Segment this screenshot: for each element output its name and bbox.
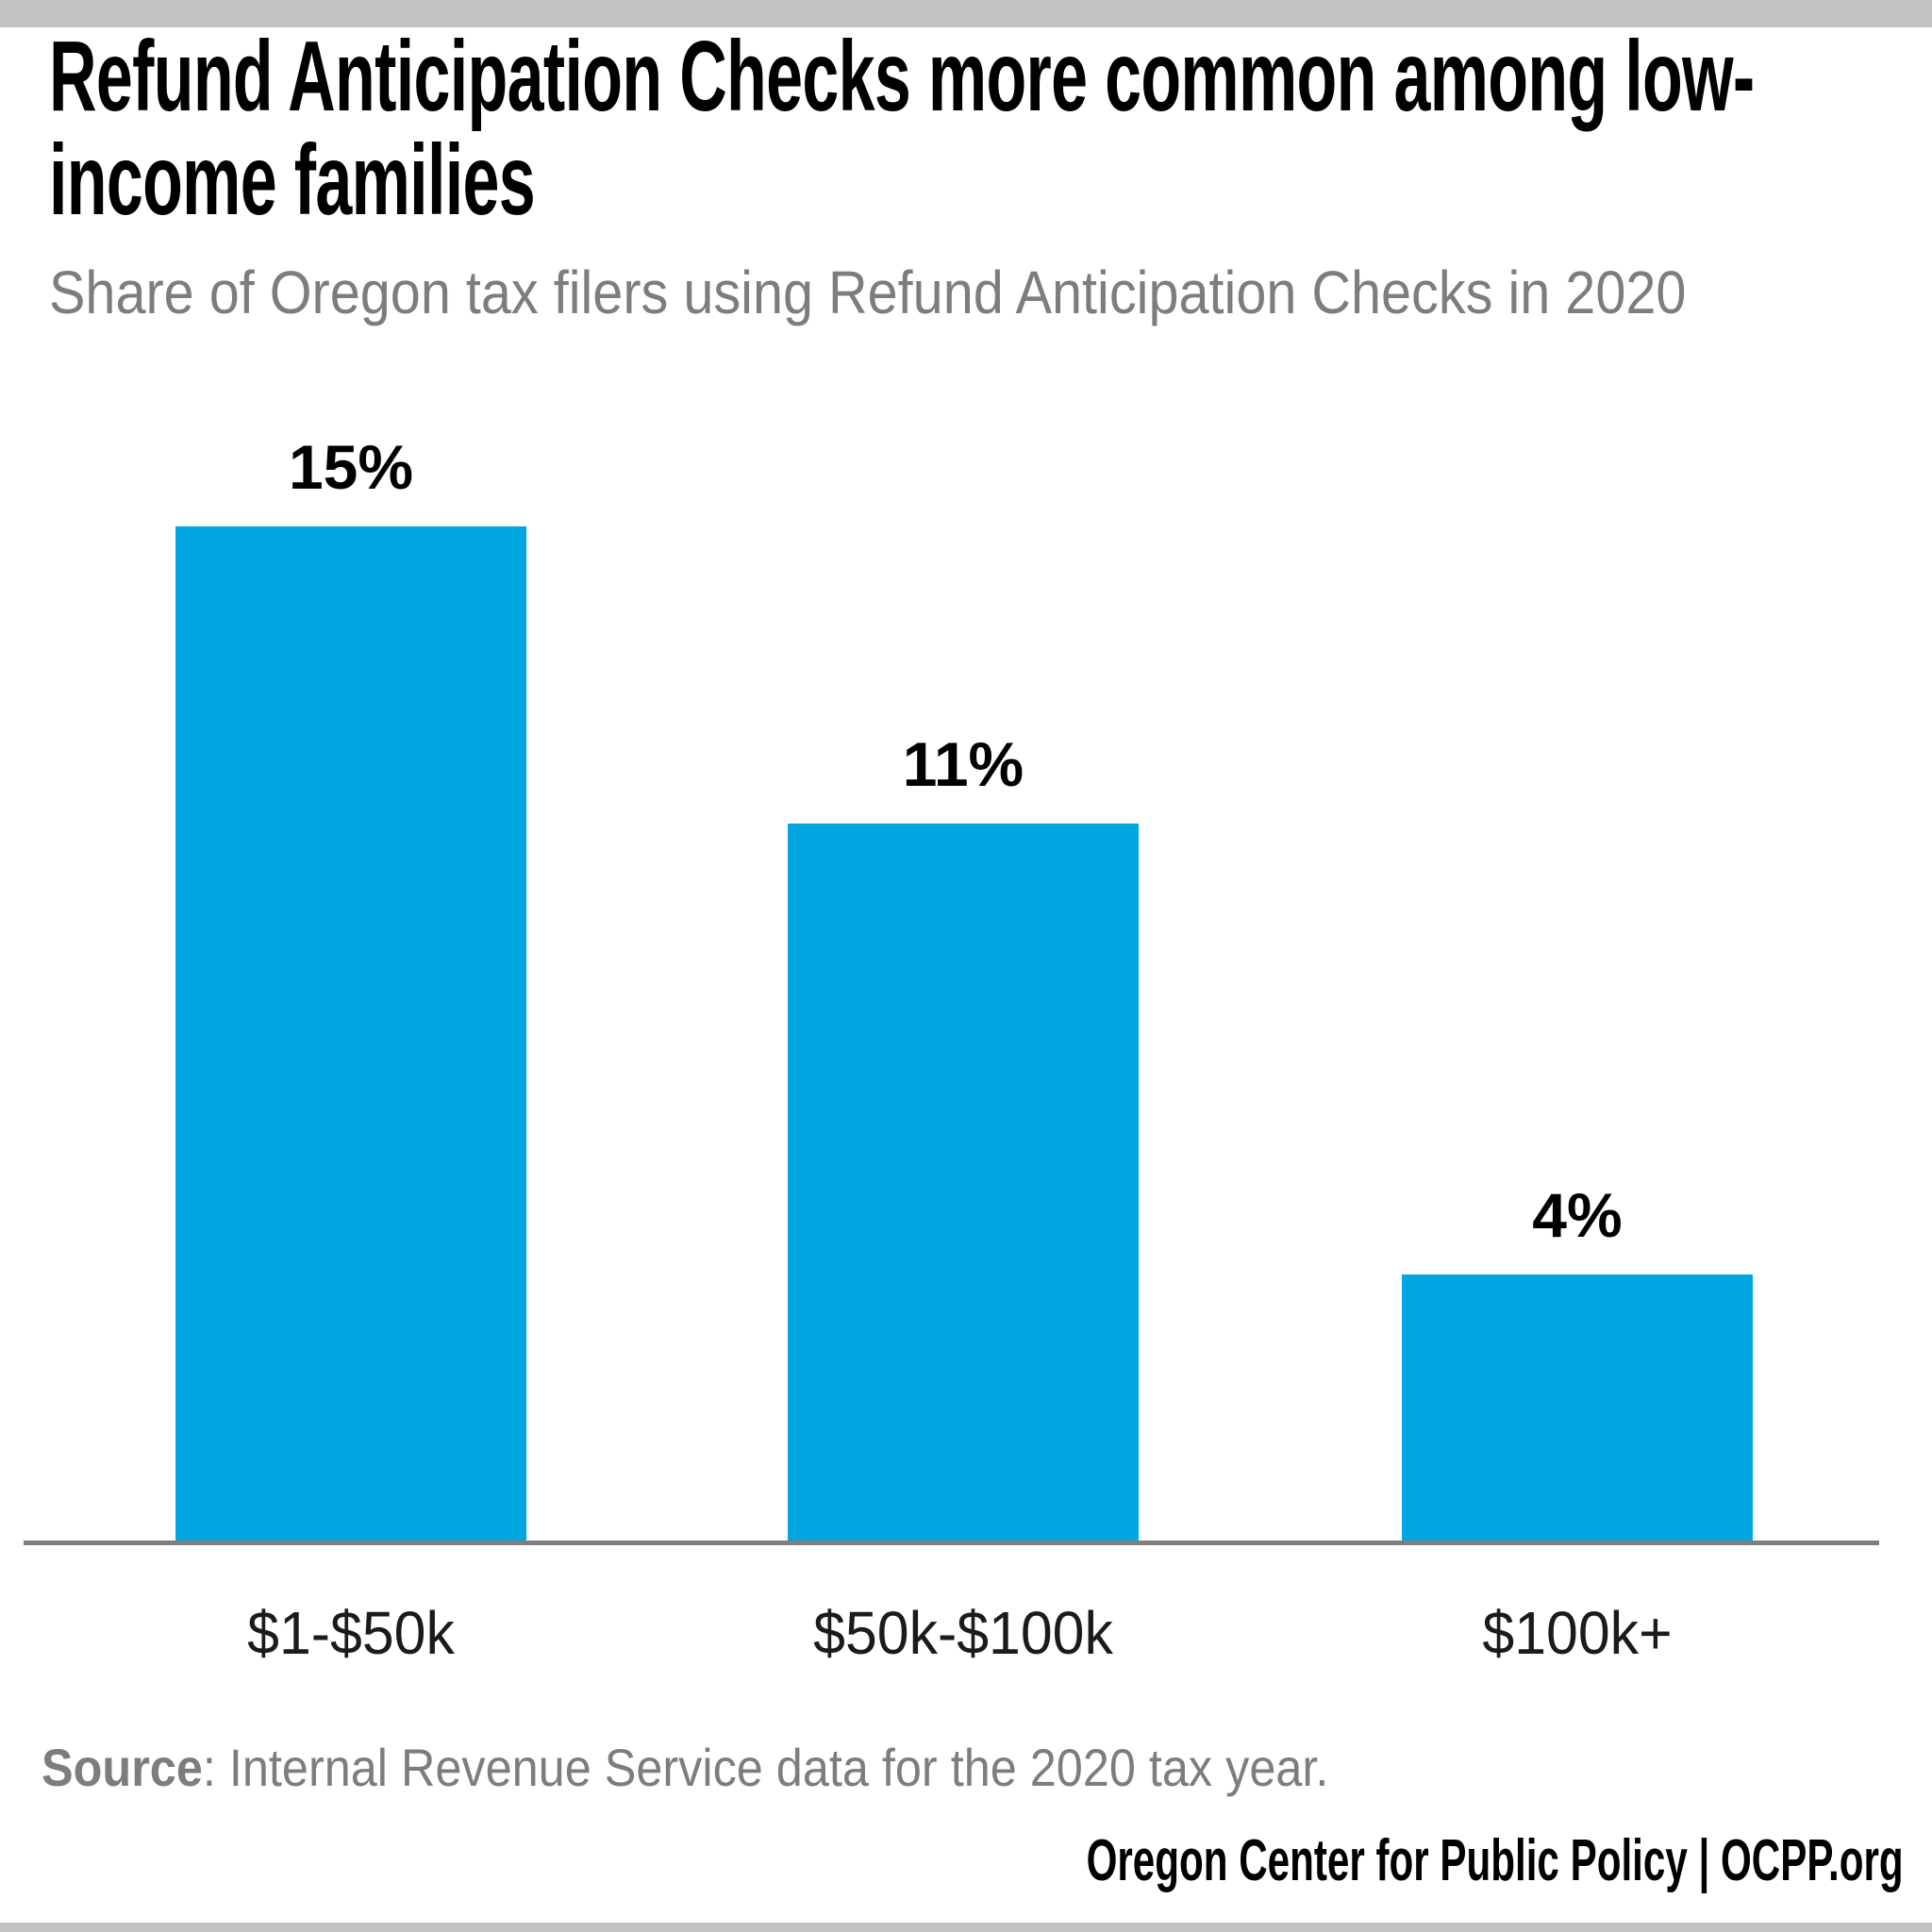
chart-title: Refund Anticipation Checks more common a…	[49, 21, 1755, 236]
bar	[175, 526, 526, 1541]
bar	[1402, 1274, 1753, 1541]
x-axis-label: $1-$50k	[247, 1599, 455, 1667]
bottom-border-strip	[0, 1923, 1932, 1932]
source-label: Source	[42, 1738, 203, 1797]
bar-value-label: 15%	[288, 432, 414, 502]
top-border-strip	[0, 0, 1932, 27]
x-axis-label: $100k+	[1482, 1599, 1673, 1667]
x-axis-line	[24, 1541, 1879, 1545]
bar-value-label: 11%	[902, 729, 1024, 799]
chart-subtitle: Share of Oregon tax filers using Refund …	[49, 258, 1687, 326]
bar	[788, 824, 1139, 1541]
footer-branding: Oregon Center for Public Policy | OCPP.o…	[1086, 1828, 1904, 1893]
source-text: : Internal Revenue Service data for the …	[202, 1738, 1329, 1797]
bar-group-50k-100k: 11% $50k-$100k	[788, 0, 1139, 1932]
bar-group-100k-plus: 4% $100k+	[1402, 0, 1753, 1932]
bar-value-label: 4%	[1532, 1180, 1623, 1250]
chart-title-line2: income families	[49, 125, 536, 236]
source-note: Source: Internal Revenue Service data fo…	[42, 1740, 1328, 1795]
x-axis-label: $50k-$100k	[813, 1599, 1113, 1667]
bar-group-1-50k: 15% $1-$50k	[175, 0, 526, 1932]
chart-title-line1: Refund Anticipation Checks more common a…	[49, 21, 1755, 132]
